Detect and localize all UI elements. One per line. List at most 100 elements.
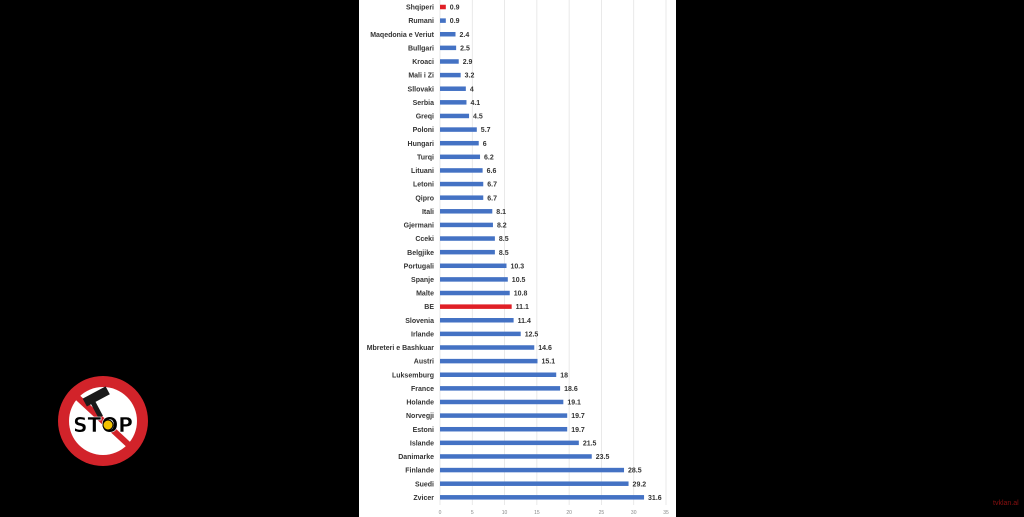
category-label: Zvicer [413,495,434,502]
value-label: 8.2 [497,223,507,230]
bar [440,222,493,228]
category-label: Suedi [415,481,434,488]
bar-highlighted [440,4,446,10]
bar [440,72,461,78]
hammer-icon [82,386,110,419]
category-label: Holande [406,400,434,407]
bar [440,181,484,187]
bar [440,18,446,23]
value-label: 0.9 [450,5,460,12]
bar [440,263,507,269]
value-label: 0.9 [450,18,460,25]
value-label: 2.9 [463,59,473,66]
category-label: Austri [414,359,434,366]
category-label: Greqi [416,114,434,121]
bar [440,249,495,255]
bar [440,154,481,160]
bar [440,399,564,405]
bar [440,168,483,173]
bar [440,59,459,64]
category-label: Cceki [415,236,434,243]
bar [440,31,456,37]
category-label: Gjermani [404,223,434,230]
value-label: 6.7 [487,195,497,202]
value-label: 6 [483,141,487,148]
category-label: Luksemburg [392,372,434,379]
bar [440,358,538,364]
x-tick-label: 5 [471,510,474,516]
value-label: 10.3 [511,263,525,270]
bar [440,277,508,282]
value-label: 11.4 [518,318,531,325]
value-label: 2.4 [459,32,469,39]
value-label: 6.6 [487,168,497,175]
channel-watermark: tvklan.al [993,500,1019,507]
category-label: Qipro [415,195,434,202]
value-label: 8.1 [496,209,506,216]
value-label: 3.2 [465,73,475,80]
bar [440,113,470,119]
category-label: Danimarke [398,454,434,461]
value-label: 4 [470,86,474,93]
category-label: Itali [422,209,434,216]
x-tick-label: 25 [599,510,605,516]
value-label: 19.1 [567,400,581,407]
category-label: Slovenia [405,318,434,325]
bar [440,481,629,486]
chart-panel: 0 5 10 15 20 25 30 35 Shqiperi 0.9 Rumani 0.9 Maqedo… [359,0,676,517]
value-label: 11.1 [516,304,529,311]
category-label: Estoni [413,427,434,434]
bar [440,209,493,214]
x-tick-label: 20 [566,510,572,516]
bar [440,100,467,105]
bar [440,86,466,91]
value-label: 8.5 [499,250,509,257]
category-label: BE [424,304,434,311]
bar [440,45,457,51]
category-label: Finlande [405,468,434,475]
bar [440,413,568,418]
value-label: 4.1 [470,100,480,107]
bar [440,495,645,500]
category-label: France [411,386,434,393]
value-label: 28.5 [628,468,642,475]
bar [440,331,521,337]
category-label: Belgjike [407,250,434,257]
value-label: 5.7 [481,127,491,134]
x-tick-label: 0 [439,510,442,516]
category-label: Spanje [411,277,434,284]
category-label: Sllovaki [408,86,435,93]
bar [440,318,514,323]
value-label: 23.5 [596,454,610,461]
bar [440,345,535,350]
value-label: 12.5 [525,331,539,338]
value-label: 29.2 [633,481,647,488]
category-label: Lituani [411,168,434,175]
category-label: Portugali [404,263,434,270]
bar [440,386,561,391]
value-label: 10.8 [514,291,528,298]
category-label: Bullgari [408,45,434,52]
x-tick-label: 35 [663,510,669,516]
stop-logo-slash [73,393,133,449]
category-label: Maqedonia e Veriut [370,32,434,39]
category-label: Rumani [408,18,434,25]
value-label: 19.7 [571,427,585,434]
category-label: Hungari [408,141,435,148]
category-label: Mali i Zi [408,73,434,80]
bar [440,195,484,200]
category-label: Serbia [413,100,435,107]
value-label: 8.5 [499,236,509,243]
stop-logo-accent [102,419,114,431]
bar [440,440,579,446]
bar-chart: 0 5 10 15 20 25 30 35 Shqiperi 0.9 Rumani 0.9 Maqedo… [367,0,669,516]
value-label: 10.5 [512,277,526,284]
value-label: 4.5 [473,114,483,121]
x-tick-label: 10 [502,510,508,516]
value-label: 2.5 [460,45,470,52]
category-label: Mbreteri e Bashkuar [367,345,435,352]
value-label: 6.2 [484,154,494,161]
category-label: Norvegji [406,413,434,420]
value-label: 6.7 [487,182,497,189]
